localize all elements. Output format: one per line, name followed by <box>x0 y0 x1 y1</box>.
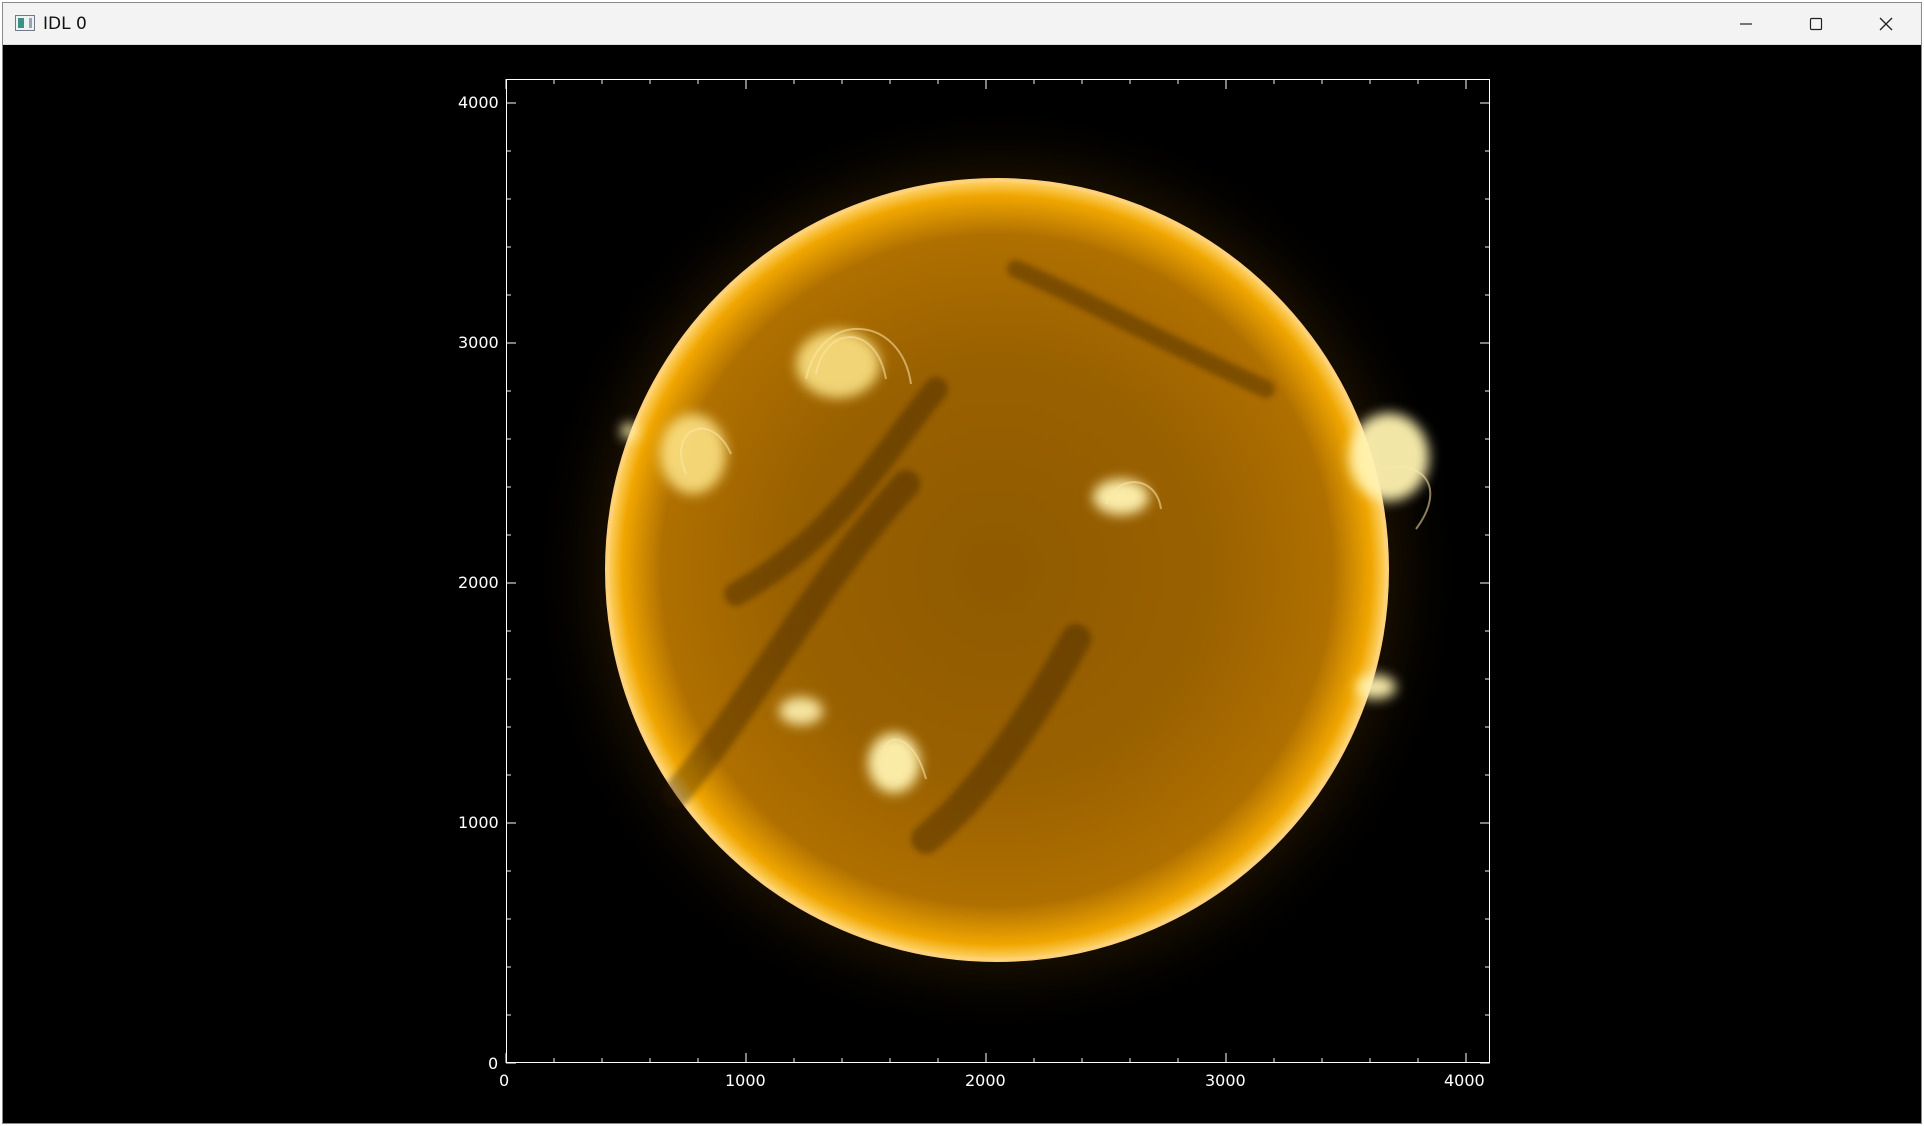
y-tick-label-3000: 3000 <box>458 333 499 352</box>
y-tick-label-0: 0 <box>488 1054 499 1073</box>
y-tick-label-2000: 2000 <box>458 573 499 592</box>
y-tick-label-1000: 1000 <box>458 813 499 832</box>
y-tick-label-4000: 4000 <box>458 93 499 112</box>
maximize-button[interactable] <box>1781 3 1851 45</box>
close-icon <box>1879 17 1893 31</box>
idl-app-icon <box>15 15 35 31</box>
solar-image-plot <box>506 79 1490 1063</box>
solar-image <box>506 79 1490 1063</box>
window-title: IDL 0 <box>43 14 87 34</box>
title-bar[interactable]: IDL 0 <box>3 3 1921 45</box>
graphics-client-area: 0 1000 2000 3000 4000 0 1000 2000 3000 4… <box>3 45 1921 1123</box>
x-tick-label-0: 0 <box>499 1071 510 1090</box>
x-tick-label-4000: 4000 <box>1444 1071 1485 1090</box>
close-button[interactable] <box>1851 3 1921 45</box>
minimize-icon <box>1739 17 1753 31</box>
x-tick-label-1000: 1000 <box>725 1071 766 1090</box>
maximize-icon <box>1809 17 1823 31</box>
axis-ticks <box>505 79 1490 1064</box>
minimize-button[interactable] <box>1711 3 1781 45</box>
x-tick-label-2000: 2000 <box>965 1071 1006 1090</box>
x-tick-label-3000: 3000 <box>1205 1071 1246 1090</box>
